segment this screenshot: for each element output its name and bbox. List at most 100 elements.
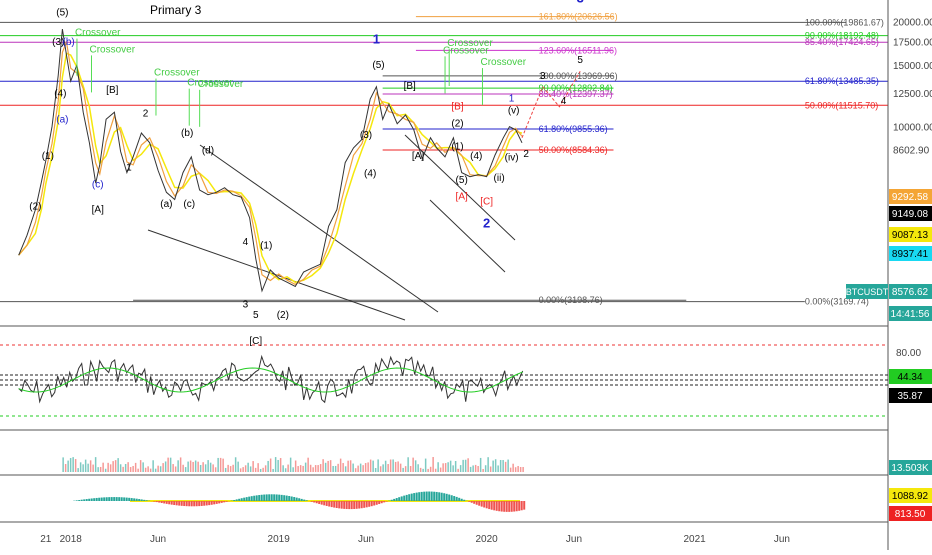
macd-bar xyxy=(161,501,163,503)
volume-bar xyxy=(242,467,244,472)
volume-bar xyxy=(312,467,314,472)
volume-bar xyxy=(380,466,382,472)
macd-bar xyxy=(296,498,298,501)
y-tick-label: 15000.00 xyxy=(893,61,932,72)
volume-bar xyxy=(265,465,267,472)
macd-bar xyxy=(451,495,453,501)
trendlines xyxy=(148,135,515,320)
macd-bar xyxy=(76,500,78,501)
volume-bar xyxy=(415,460,417,472)
volume-bar xyxy=(285,468,287,472)
x-tick-label: 2018 xyxy=(60,534,83,545)
macd-bar xyxy=(253,496,255,501)
price-badge: 8937.41 xyxy=(892,249,929,260)
volume-bar xyxy=(280,458,282,472)
wave-label: (5) xyxy=(456,175,468,186)
macd-bar xyxy=(173,501,175,505)
macd-bar xyxy=(316,501,318,503)
volume-bar xyxy=(355,468,357,472)
wave-label: (c) xyxy=(92,180,104,191)
wave-label: 2 xyxy=(143,108,149,119)
macd-bar xyxy=(511,501,513,512)
macd-bar xyxy=(461,499,463,501)
volume-bar xyxy=(287,465,289,472)
fib-level-label: 50.00%(11515.70) xyxy=(805,100,878,110)
wave-label: [C] xyxy=(480,196,493,207)
macd-bar xyxy=(433,492,435,501)
volume-bar xyxy=(357,466,359,472)
volume-bar xyxy=(320,464,322,472)
macd-bar xyxy=(301,499,303,501)
volume-bar xyxy=(332,466,334,472)
macd-bar xyxy=(453,496,455,501)
macd-bar xyxy=(476,501,478,505)
volume-bar xyxy=(197,462,199,472)
volume-bar xyxy=(327,461,329,472)
macd-bar xyxy=(313,501,315,503)
volume-bar xyxy=(225,468,227,472)
macd-bar xyxy=(213,501,215,504)
wave-label: (5) xyxy=(56,7,68,18)
macd-bar xyxy=(363,501,365,508)
volume-bar xyxy=(437,462,439,472)
volume-bar xyxy=(472,465,474,472)
volume-bar xyxy=(115,460,117,472)
macd-bar xyxy=(418,492,420,501)
volume-bar xyxy=(247,463,249,472)
macd-bar xyxy=(428,492,430,501)
volume-bar xyxy=(245,465,247,472)
y-tick-label: 12500.00 xyxy=(893,89,932,100)
volume-bar xyxy=(400,464,402,472)
volume-bar xyxy=(200,465,202,472)
rsi-tick-label: 80.00 xyxy=(896,348,921,359)
volume-bar xyxy=(420,468,422,472)
macd-bar xyxy=(381,501,383,503)
macd-bar xyxy=(423,492,425,501)
volume-bar xyxy=(120,464,122,472)
macd-bar xyxy=(118,497,120,501)
volume-bar xyxy=(345,466,347,472)
macd-bar xyxy=(271,494,273,501)
macd-bar xyxy=(78,500,80,501)
wave-label: 3 xyxy=(243,299,249,310)
volume-bar xyxy=(347,461,349,472)
wave-label: [B] xyxy=(106,85,118,96)
macd-bar xyxy=(123,497,125,501)
macd-bar xyxy=(166,501,168,504)
macd-bar xyxy=(196,501,198,506)
macd-bar xyxy=(408,494,410,501)
macd-bar xyxy=(518,501,520,511)
macd-bar xyxy=(96,498,98,501)
volume-bar xyxy=(362,465,364,472)
macd-bar xyxy=(88,499,90,501)
volume-bar xyxy=(350,460,352,472)
macd-bar xyxy=(133,498,135,501)
macd-bar xyxy=(261,495,263,501)
macd-bar xyxy=(378,501,380,504)
wave-label: (4) xyxy=(364,169,376,180)
volume-bar xyxy=(190,461,192,472)
volume-bar xyxy=(425,459,427,472)
volume-bar xyxy=(272,469,274,472)
volume-bar xyxy=(515,467,517,472)
volume-bar xyxy=(385,461,387,472)
macd-bar xyxy=(86,499,88,501)
macd-bar xyxy=(468,501,470,502)
volume-bar xyxy=(85,460,87,472)
volume-bar xyxy=(215,467,217,472)
macd-bar xyxy=(426,492,428,501)
main-title: Primary 3 xyxy=(150,3,202,17)
fib-level-label: 61.80%(9855.36) xyxy=(539,124,608,134)
macd-bar xyxy=(91,498,93,501)
macd-bar xyxy=(481,501,483,507)
volume-bar xyxy=(397,461,399,472)
macd-bar xyxy=(136,499,138,501)
macd-bar xyxy=(206,501,208,505)
macd-bar xyxy=(211,501,213,505)
volume-bar xyxy=(307,458,309,472)
volume-bar xyxy=(450,461,452,472)
volume-bar xyxy=(317,465,319,472)
volume-bar xyxy=(300,465,302,472)
macd-bar xyxy=(201,501,203,506)
macd-bar xyxy=(343,501,345,509)
